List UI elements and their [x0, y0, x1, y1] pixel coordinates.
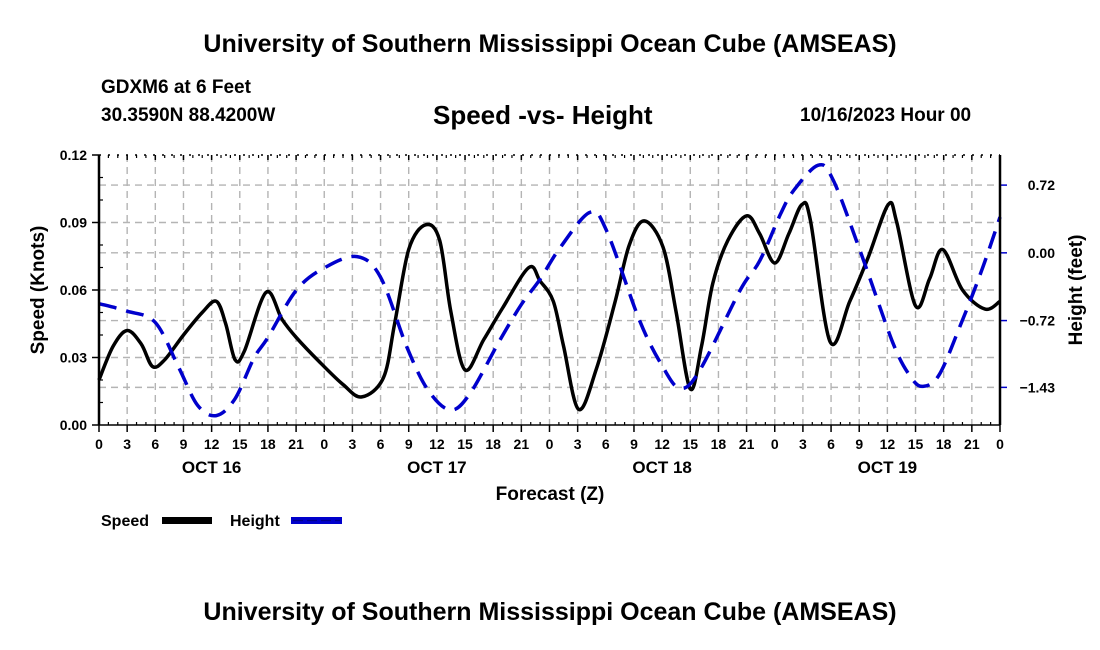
day-label: OCT 18	[632, 458, 692, 477]
y-tick-label: 0.09	[60, 215, 87, 231]
x-tick-label: 0	[996, 436, 1004, 452]
x-tick-label: 12	[654, 436, 670, 452]
x-tick-label: 12	[204, 436, 220, 452]
x-tick-label: 12	[429, 436, 445, 452]
y2-tick-label: −0.72	[1020, 313, 1056, 329]
y-tick-label: 0.06	[60, 282, 87, 298]
y-tick-label: 0.12	[60, 147, 87, 163]
y2-tick-label: 0.00	[1028, 245, 1055, 261]
x-tick-label: 9	[855, 436, 863, 452]
x-tick-label: 0	[771, 436, 779, 452]
height-series-line	[98, 162, 1002, 418]
series-layer	[97, 162, 1002, 418]
legend-swatch-speed	[162, 517, 212, 524]
x-tick-label: 9	[630, 436, 638, 452]
x-tick-label: 21	[964, 436, 980, 452]
day-label: OCT 17	[407, 458, 467, 477]
axes: 0 3 6 9 12 15 18 21 0 3 6 9 12 15 18 21 0 3 6 9 12 15 18 21 0 3 6 9…	[60, 147, 1055, 477]
y2-tick-label: 0.72	[1028, 177, 1055, 193]
x-tick-label: 6	[377, 436, 385, 452]
day-label: OCT 16	[182, 458, 242, 477]
y-tick-label: 0.03	[60, 350, 87, 366]
x-tick-label: 6	[151, 436, 159, 452]
coordinates-label: 30.3590N 88.4200W	[101, 105, 276, 126]
legend: Speed Height	[101, 513, 342, 530]
station-label: GDXM6 at 6 Feet	[101, 77, 251, 98]
x-tick-label: 15	[457, 436, 473, 452]
x-tick-label: 15	[232, 436, 248, 452]
x-tick-label: 21	[514, 436, 530, 452]
x-tick-label: 18	[711, 436, 727, 452]
main-title: University of Southern Mississippi Ocean…	[203, 30, 897, 58]
x-tick-label: 3	[574, 436, 582, 452]
axis-labels: Forecast (Z) Speed (Knots) Height (feet)	[28, 226, 1087, 505]
y2-axis-label: Height (feet)	[1066, 235, 1087, 346]
x-tick-label: 0	[546, 436, 554, 452]
x-tick-label: 0	[320, 436, 328, 452]
x-tick-label: 9	[405, 436, 413, 452]
x-tick-label: 3	[799, 436, 807, 452]
x-tick-label: 18	[260, 436, 276, 452]
x-tick-label: 18	[936, 436, 952, 452]
x-tick-label: 21	[739, 436, 755, 452]
x-tick-label: 3	[123, 436, 131, 452]
y-tick-label: 0.00	[60, 417, 87, 433]
speed-series-line	[97, 200, 1002, 412]
forecast-datetime: 10/16/2023 Hour 00	[800, 105, 972, 126]
footer-title: University of Southern Mississippi Ocean…	[203, 598, 897, 626]
x-tick-label: 21	[288, 436, 304, 452]
x-tick-label: 15	[908, 436, 924, 452]
x-tick-label: 18	[485, 436, 501, 452]
x-axis-label: Forecast (Z)	[496, 484, 605, 505]
x-tick-label: 9	[180, 436, 188, 452]
x-tick-label: 3	[349, 436, 357, 452]
x-tick-label: 6	[602, 436, 610, 452]
chart-subtitle: Speed -vs- Height	[433, 100, 653, 130]
y-axis-label: Speed (Knots)	[28, 226, 49, 355]
legend-label-height: Height	[230, 513, 280, 530]
grid	[99, 155, 1000, 425]
x-tick-label: 6	[827, 436, 835, 452]
x-tick-label: 0	[95, 436, 103, 452]
x-tick-label: 15	[682, 436, 698, 452]
day-label: OCT 19	[858, 458, 918, 477]
legend-label-speed: Speed	[101, 513, 149, 530]
y2-tick-label: −1.43	[1020, 379, 1056, 395]
x-tick-label: 12	[880, 436, 896, 452]
